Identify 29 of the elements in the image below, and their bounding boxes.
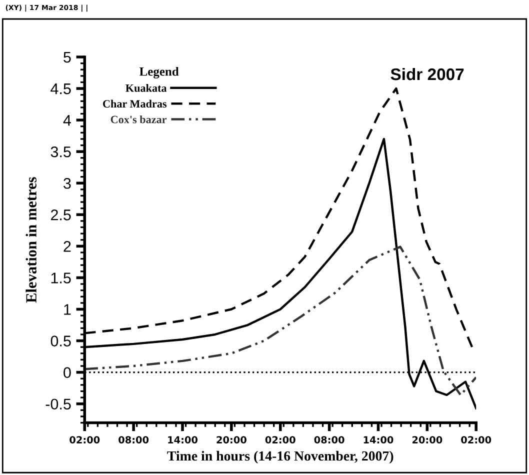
y-tick-label: 3 [64, 178, 71, 189]
y-tick-label: 4 [63, 115, 71, 126]
legend-label: Char Madras [103, 100, 167, 108]
y-tick-label: 2 [64, 241, 71, 252]
x-tick-label: 08:00 [118, 436, 149, 444]
y-tick-label: 2.5 [50, 210, 71, 220]
x-tick-label: 02:00 [70, 436, 100, 444]
line-series [84, 246, 476, 396]
x-tick-label: 08:00 [314, 436, 344, 444]
x-tick-label: 20:00 [412, 436, 442, 444]
y-tick-label: 3.5 [50, 146, 71, 158]
x-tick-label: 02:00 [461, 436, 492, 444]
text: Sidr 2007 [390, 68, 464, 80]
x-tick-label: 20:00 [216, 436, 246, 444]
x-tick-label: 02:00 [265, 436, 296, 444]
y-tick-label: 0 [64, 367, 71, 378]
legend-title: Legend [139, 67, 179, 78]
y-tick-label: 1 [64, 304, 71, 315]
x-tick-label: 14:00 [364, 436, 394, 444]
y-tick-label: 4.5 [50, 84, 71, 94]
y-tick-label: 0.5 [50, 336, 71, 346]
legend-label: Kuakata [126, 84, 167, 92]
legend-label: Cox's bazar [110, 115, 167, 124]
y-tick-label: -0.5 [46, 398, 71, 410]
x-tick-label: 14:00 [168, 436, 198, 444]
y-axis-title: Elevation in metres [26, 177, 36, 303]
y-tick-label: 5 [64, 52, 71, 63]
y-tick-label: 1.5 [51, 272, 71, 284]
x-axis-title: Time in hours (14-16 November, 2007) [167, 450, 394, 464]
